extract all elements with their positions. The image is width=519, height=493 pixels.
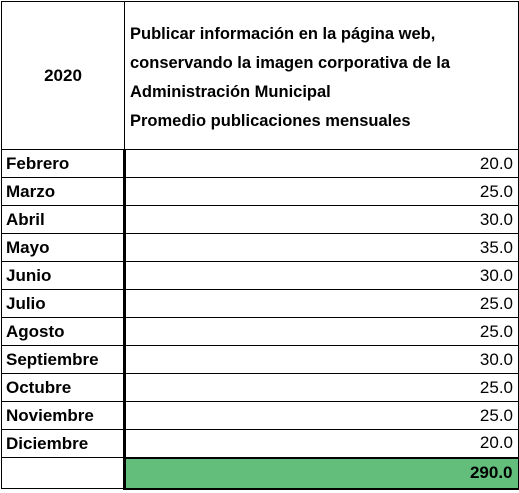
month-cell[interactable]: Abril [1, 205, 126, 234]
table-row: Agosto 25.0 [1, 317, 519, 346]
table-row: Mayo 35.0 [1, 233, 519, 262]
table-row: Noviembre 25.0 [1, 401, 519, 430]
table-row: Febrero 20.0 [1, 149, 519, 178]
title-line-1: Publicar información en la página web, [130, 25, 436, 43]
value-cell[interactable]: 30.0 [124, 261, 519, 290]
table-row: Diciembre 20.0 [1, 429, 519, 458]
total-row: 290.0 [1, 456, 519, 490]
value-cell[interactable]: 25.0 [124, 373, 519, 402]
month-cell[interactable]: Mayo [1, 233, 126, 262]
header-row: 2020 Publicar información en la página w… [1, 1, 519, 150]
month-cell[interactable]: Febrero [1, 149, 126, 178]
table-row: Marzo 25.0 [1, 177, 519, 206]
table-row: Julio 25.0 [1, 289, 519, 318]
table-row: Octubre 25.0 [1, 373, 519, 402]
month-cell[interactable]: Noviembre [1, 401, 126, 430]
month-cell[interactable]: Junio [1, 261, 126, 290]
table-row: Junio 30.0 [1, 261, 519, 290]
value-cell[interactable]: 20.0 [124, 429, 519, 458]
value-cell[interactable]: 35.0 [124, 233, 519, 262]
value-cell[interactable]: 25.0 [124, 317, 519, 346]
month-cell[interactable]: Septiembre [1, 345, 126, 374]
total-label-cell[interactable] [1, 457, 126, 489]
total-value-cell[interactable]: 290.0 [123, 456, 519, 490]
value-cell[interactable]: 25.0 [124, 289, 519, 318]
title-line-4: Promedio publicaciones mensuales [130, 112, 411, 130]
value-cell[interactable]: 25.0 [124, 401, 519, 430]
value-cell[interactable]: 20.0 [124, 149, 519, 178]
year-cell[interactable]: 2020 [1, 1, 125, 150]
value-cell[interactable]: 25.0 [124, 177, 519, 206]
month-cell[interactable]: Agosto [1, 317, 126, 346]
table-row: Abril 30.0 [1, 205, 519, 234]
month-cell[interactable]: Julio [1, 289, 126, 318]
title-line-2: conservando la imagen corporativa de la [130, 54, 451, 72]
month-cell[interactable]: Diciembre [1, 429, 126, 458]
value-cell[interactable]: 30.0 [124, 345, 519, 374]
table-row: Septiembre 30.0 [1, 345, 519, 374]
month-cell[interactable]: Octubre [1, 373, 126, 402]
title-cell[interactable]: Publicar información en la página web, c… [124, 1, 519, 150]
month-cell[interactable]: Marzo [1, 177, 126, 206]
title-line-3: Administración Municipal [130, 83, 331, 101]
value-cell[interactable]: 30.0 [124, 205, 519, 234]
